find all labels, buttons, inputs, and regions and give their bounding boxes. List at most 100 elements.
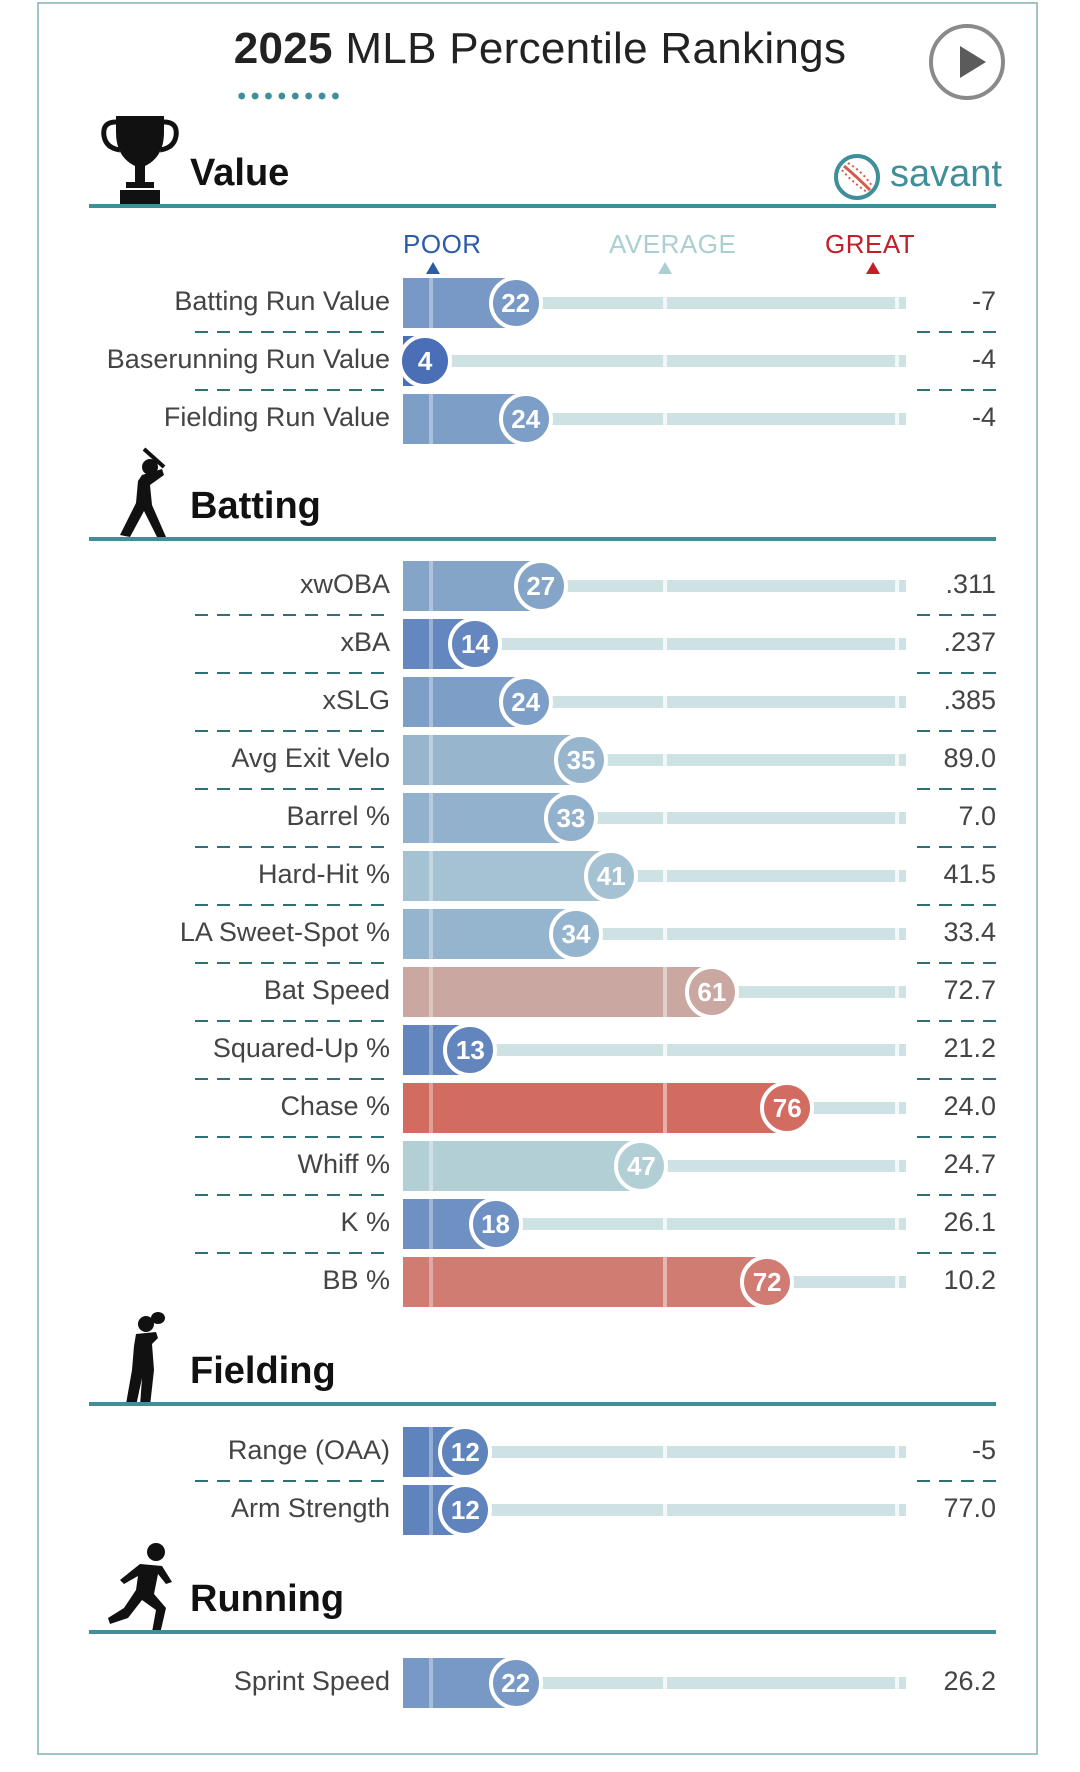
play-button[interactable] <box>929 24 1005 100</box>
scale-label-average: AVERAGE <box>609 229 737 259</box>
bar-tick <box>429 1141 433 1191</box>
metric-value: -5 <box>971 1435 996 1465</box>
scale-label-poor: POOR <box>403 229 482 259</box>
metric-value: -4 <box>971 344 996 374</box>
percentile-circle[interactable]: 14 <box>448 617 503 671</box>
row-separator <box>917 614 997 616</box>
percentile-circle[interactable]: 61 <box>684 965 739 1019</box>
title-text: MLB Percentile Rankings <box>345 24 847 73</box>
section-divider <box>89 1630 996 1634</box>
metric-value: 10.2 <box>943 1265 996 1295</box>
section-title-value: Value <box>190 152 290 194</box>
metric-label: Barrel % <box>286 801 390 831</box>
row-separator <box>917 331 997 333</box>
track-tick <box>663 928 667 940</box>
metric-value: 24.7 <box>943 1149 996 1179</box>
bar-tick <box>429 1083 433 1133</box>
track-tick <box>895 1160 899 1172</box>
metric-value: 89.0 <box>943 743 996 773</box>
percentile-circle[interactable]: 24 <box>498 675 553 729</box>
batter-icon <box>100 445 180 550</box>
track-tick <box>895 413 899 425</box>
percentile-bar <box>403 967 710 1017</box>
percentile-bar <box>403 851 610 901</box>
track-tick <box>663 1044 667 1056</box>
row-separator <box>917 730 997 732</box>
percentile-bar <box>403 1141 640 1191</box>
bar-tick <box>429 1199 433 1249</box>
play-icon <box>960 46 986 78</box>
track-tick <box>663 580 667 592</box>
percentile-circle[interactable]: 34 <box>549 907 604 961</box>
bar-tick <box>429 561 433 611</box>
percentile-circle[interactable]: 12 <box>438 1483 493 1537</box>
bar-tick <box>429 793 433 843</box>
track-tick <box>895 1276 899 1288</box>
percentile-bar <box>403 1083 786 1133</box>
percentile-bar <box>403 909 575 959</box>
row-separator <box>195 1136 392 1138</box>
section-divider <box>89 1402 996 1406</box>
track-tick <box>895 1102 899 1114</box>
row-separator <box>195 730 392 732</box>
bar-tick <box>429 967 433 1017</box>
percentile-circle[interactable]: 27 <box>513 559 568 613</box>
row-separator <box>917 962 997 964</box>
bar-average-tick <box>663 1083 667 1133</box>
row-separator <box>195 904 392 906</box>
metric-label: xBA <box>340 627 390 657</box>
metric-label: Bat Speed <box>263 975 390 1005</box>
percentile-circle[interactable]: 4 <box>398 334 453 388</box>
percentile-circle[interactable]: 13 <box>443 1023 498 1077</box>
track-tick <box>663 870 667 882</box>
percentile-circle[interactable]: 22 <box>488 1656 543 1710</box>
track-tick <box>895 928 899 940</box>
metric-label: Chase % <box>280 1091 390 1121</box>
row-separator <box>195 1194 392 1196</box>
row-separator <box>917 1480 997 1482</box>
percentile-circle[interactable]: 18 <box>468 1197 523 1251</box>
track-tick <box>895 812 899 824</box>
section-title-batting: Batting <box>190 485 321 527</box>
bar-tick <box>429 394 433 444</box>
metric-value: 33.4 <box>943 917 996 947</box>
row-separator <box>195 788 392 790</box>
row-separator <box>195 1480 392 1482</box>
percentile-circle[interactable]: 41 <box>584 849 639 903</box>
metric-label: Baserunning Run Value <box>106 344 390 374</box>
percentile-circle[interactable]: 72 <box>740 1255 795 1309</box>
percentile-circle[interactable]: 22 <box>488 276 543 330</box>
row-separator <box>195 389 392 391</box>
track-tick <box>895 297 899 309</box>
card-frame <box>37 2 1038 1755</box>
metric-label: Arm Strength <box>230 1493 390 1523</box>
percentile-circle[interactable]: 76 <box>760 1081 815 1135</box>
runner-icon <box>100 1538 180 1643</box>
bar-tick <box>429 1658 433 1708</box>
track-tick <box>895 986 899 998</box>
row-separator <box>917 1252 997 1254</box>
percentile-circle[interactable]: 33 <box>543 791 598 845</box>
section-title-fielding: Fielding <box>190 1350 336 1392</box>
metric-value: -7 <box>971 286 996 316</box>
scale-label-great: GREAT <box>825 229 916 259</box>
baseball-icon <box>834 154 880 200</box>
metric-label: Hard-Hit % <box>257 859 390 889</box>
bar-tick <box>429 619 433 669</box>
percentile-circle[interactable]: 47 <box>614 1139 669 1193</box>
percentile-circle[interactable]: 12 <box>438 1425 493 1479</box>
percentile-circle[interactable]: 24 <box>498 392 553 446</box>
metric-value: 7.0 <box>958 801 996 831</box>
percentile-bar <box>403 1257 766 1307</box>
metric-label: Avg Exit Velo <box>231 743 390 773</box>
section-divider <box>89 537 996 541</box>
great-arrow-icon <box>866 262 880 274</box>
metric-value: 77.0 <box>943 1493 996 1523</box>
row-separator <box>917 1136 997 1138</box>
metric-label: Squared-Up % <box>212 1033 390 1063</box>
row-separator <box>917 1078 997 1080</box>
metric-value: .385 <box>943 685 996 715</box>
percentile-circle[interactable]: 35 <box>554 733 609 787</box>
title-underline-dots <box>235 92 340 100</box>
metric-label: Batting Run Value <box>174 286 390 316</box>
